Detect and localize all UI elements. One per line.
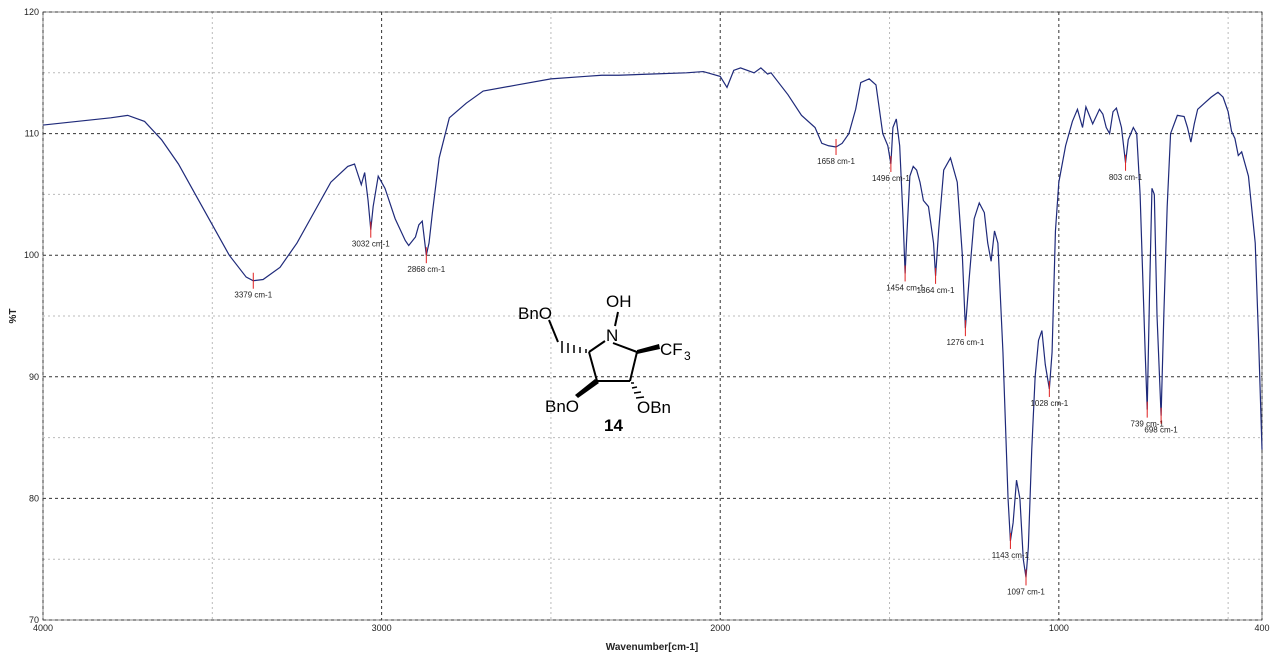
bond	[629, 351, 638, 382]
peak-label: 1097 cm-1	[1007, 587, 1045, 596]
structure-label: 14	[604, 416, 623, 435]
peak-label: 1364 cm-1	[917, 286, 955, 295]
x-axis-label: Wavenumber[cm-1]	[606, 642, 698, 653]
y-tick-label: 100	[24, 250, 39, 260]
x-tick-label: 2000	[710, 623, 730, 633]
peak-label: 1496 cm-1	[872, 174, 910, 183]
peak-label: 1276 cm-1	[946, 338, 984, 347]
peak-label: 1658 cm-1	[817, 157, 855, 166]
bond	[612, 342, 638, 353]
structure-label: BnO	[518, 304, 552, 323]
bond	[588, 351, 598, 382]
peak-label: 803 cm-1	[1109, 173, 1143, 182]
y-tick-label: 70	[29, 615, 39, 625]
structure-label: OBn	[637, 398, 671, 417]
peak-label: 2868 cm-1	[407, 265, 445, 274]
peak-label: 698 cm-1	[1144, 426, 1178, 435]
structure: BnO OH N CF 3 BnO OBn 14	[518, 292, 691, 435]
y-tick-label: 80	[29, 493, 39, 503]
bond	[614, 311, 619, 327]
hashed-bond	[561, 341, 645, 399]
structure-label: N	[606, 326, 618, 345]
y-tick-label: 90	[29, 372, 39, 382]
wedge-bond	[575, 379, 599, 398]
peak-label: 3379 cm-1	[234, 291, 272, 300]
peak-label: 739 cm-1	[1131, 420, 1165, 429]
structure-label: OH	[606, 292, 632, 311]
bond	[548, 319, 559, 343]
x-tick-label: 3000	[372, 623, 392, 633]
x-tick-label: 4000	[33, 623, 53, 633]
y-tick-label: 120	[24, 7, 39, 17]
structure-label: CF	[660, 340, 683, 359]
structure-label: 3	[684, 349, 691, 363]
y-axis-label: %T	[8, 309, 19, 324]
peak-label: 3032 cm-1	[352, 240, 390, 249]
y-tick-label: 110	[25, 129, 39, 139]
wedge-bond	[637, 344, 660, 354]
bond	[588, 340, 606, 353]
peak-label: 1028 cm-1	[1030, 399, 1068, 408]
x-tick-label: 1000	[1049, 623, 1069, 633]
structure-label: BnO	[545, 397, 579, 416]
peak-label: 1454 cm-1	[886, 283, 924, 292]
peak-label: 1143 cm-1	[992, 551, 1030, 560]
x-tick-label: 400	[1254, 623, 1269, 633]
